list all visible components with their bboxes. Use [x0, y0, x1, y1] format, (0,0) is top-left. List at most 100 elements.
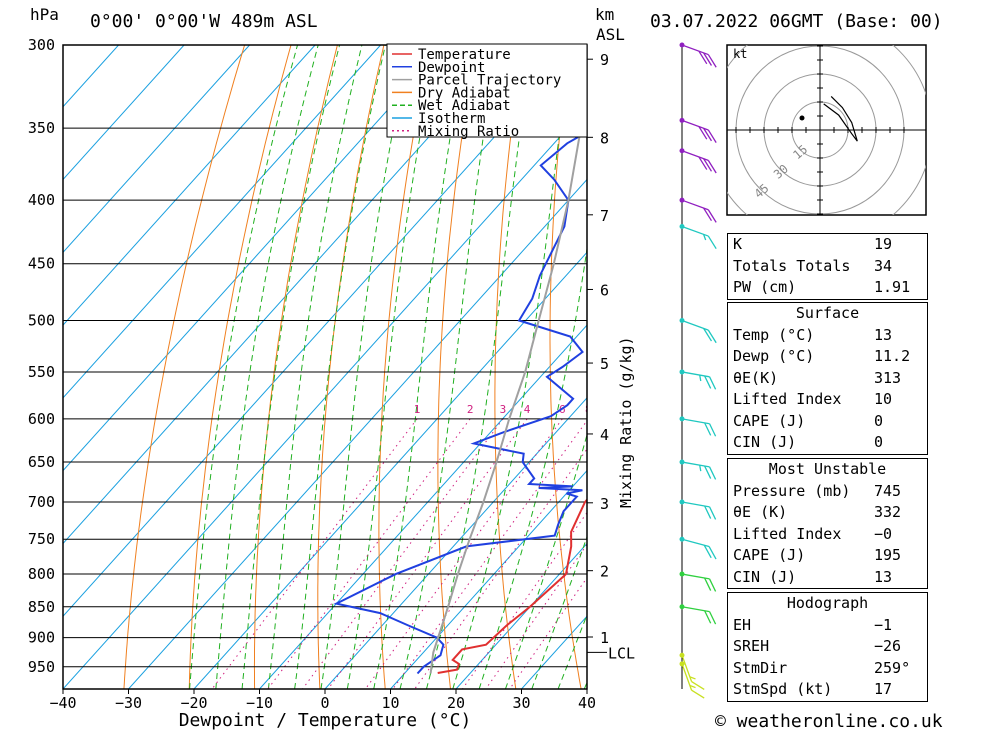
dry-adiabat-line — [988, 45, 1000, 689]
pressure-tick-label: 850 — [28, 598, 55, 616]
temperature-line — [437, 498, 587, 674]
row-label: Lifted Index — [733, 390, 842, 408]
surface-row: θE(K) 313 — [728, 368, 927, 390]
row-label: Pressure (mb) — [733, 481, 851, 500]
wind-barb-flag — [698, 126, 708, 140]
row-label: StmDir — [733, 658, 788, 677]
legend-entry: Parcel Trajectory — [418, 73, 561, 89]
mixing-ratio-line — [461, 511, 587, 689]
wind-barb — [679, 318, 717, 344]
row-label: θE (K) — [733, 503, 788, 521]
wind-barb-flag — [704, 375, 712, 389]
x-tick-label: −40 — [49, 694, 76, 712]
row-value: 313 — [874, 368, 902, 387]
dewpoint-line — [333, 45, 587, 675]
most-unstable-title: Most Unstable — [768, 460, 887, 478]
dry-adiabat-line — [123, 45, 246, 689]
pressure-tick-label: 750 — [28, 530, 55, 548]
dry-adiabat-line — [494, 45, 524, 689]
wet-adiabat-line — [504, 432, 587, 689]
row-label: CIN (J) — [733, 567, 797, 586]
surface-row: CIN (J) 0 — [728, 432, 927, 454]
surface-table: Surface Temp (°C) 13 Dewp (°C) 11.2 θE(K) 3… — [727, 302, 928, 455]
wind-barb — [679, 197, 717, 223]
isotherm-line — [390, 469, 587, 689]
mixing-ratio-line — [211, 418, 418, 689]
pressure-tick-label: 550 — [28, 363, 55, 381]
wind-barb-flag — [707, 329, 717, 344]
pressure-tick-label: 800 — [28, 565, 55, 583]
plot-frame — [62, 44, 588, 690]
wind-barb — [679, 661, 705, 699]
mixing-ratio-label: 25 — [692, 403, 705, 416]
mixing-ratio-label: 16 — [647, 403, 660, 416]
hodograph-row: StmSpd (kt) 17 — [728, 679, 927, 701]
wind-barb — [679, 416, 717, 437]
wind-barb-flag — [703, 158, 713, 172]
mixing-ratio-label: 10 — [602, 403, 615, 416]
mixing-ratio-line — [485, 543, 587, 689]
index-row-tt: Totals Totals 34 — [728, 256, 927, 278]
dry-adiabat-line — [549, 45, 582, 689]
mixing-ratio-label: 3 — [500, 403, 507, 416]
km-unit-label: km — [595, 5, 614, 24]
row-value: −1 — [874, 615, 893, 634]
most-unstable-row: CIN (J) 13 — [728, 567, 927, 589]
most-unstable-row: Pressure (mb) 745 — [728, 481, 927, 503]
wind-barb-flag — [707, 160, 717, 174]
isotherm-line — [63, 45, 316, 326]
isotherm-line — [63, 106, 587, 689]
wet-adiabat-line — [215, 45, 319, 689]
wind-barb-half-flag — [699, 374, 702, 382]
wind-barb-flag — [708, 506, 717, 520]
surface-row: Dewp (°C) 11.2 — [728, 346, 927, 368]
wind-barb — [679, 459, 717, 480]
row-label: Dewp (°C) — [733, 347, 815, 365]
dry-adiabat-line — [655, 45, 712, 689]
lcl-label: LCL — [608, 644, 635, 662]
pressure-tick-label: 500 — [28, 312, 55, 330]
wind-barb-half-flag — [699, 465, 702, 472]
row-value: 11.2 — [874, 347, 911, 365]
wind-barb-flag — [704, 505, 712, 519]
wind-barb — [679, 499, 717, 520]
legend-entry: Temperature — [418, 47, 511, 63]
mixing-ratio-line — [267, 418, 471, 689]
dry-adiabat-line — [253, 45, 338, 689]
row-label: SREH — [733, 637, 770, 655]
row-value: 195 — [874, 546, 902, 564]
surface-row: Lifted Index 10 — [728, 389, 927, 411]
pressure-tick-label: 600 — [28, 410, 55, 428]
x-tick-label: 0 — [320, 694, 329, 712]
mixing-ratio-line — [414, 448, 587, 689]
x-tick-label: −30 — [115, 694, 142, 712]
wind-barb-flag — [703, 328, 713, 342]
wet-adiabat-line — [189, 45, 298, 689]
isotherm-line — [324, 397, 587, 689]
km-tick-label: 9 — [600, 51, 609, 69]
km-tick-label: 4 — [600, 426, 609, 444]
location-label: 0°00' 0°00'W 489m ASL — [90, 11, 318, 32]
row-value: 0 — [874, 411, 884, 430]
mixing-ratio-label: 20 — [669, 403, 682, 416]
legend-entry: Dry Adiabat — [418, 85, 511, 101]
indices-table: K 19 Totals Totals 34 PW (cm) 1.91 — [727, 233, 928, 300]
pressure-tick-label: 700 — [28, 493, 55, 511]
index-label: Totals Totals — [733, 256, 851, 275]
mixing-ratio-line — [364, 418, 563, 689]
isotherm-line — [63, 45, 381, 399]
surface-row: Temp (°C) 13 — [728, 325, 927, 347]
row-label: θE(K) — [733, 368, 779, 387]
x-tick-label: 40 — [578, 694, 596, 712]
isotherm-line — [63, 45, 119, 108]
wind-barb-flag — [698, 156, 708, 170]
wind-barb-flag — [707, 129, 717, 143]
isotherm-line — [63, 45, 578, 617]
wind-barb — [679, 42, 717, 68]
wet-adiabat-line — [557, 613, 587, 689]
mixing-ratio-label: 2 — [467, 403, 474, 416]
wind-barb-flag — [704, 577, 712, 591]
isotherm-line — [63, 45, 185, 181]
